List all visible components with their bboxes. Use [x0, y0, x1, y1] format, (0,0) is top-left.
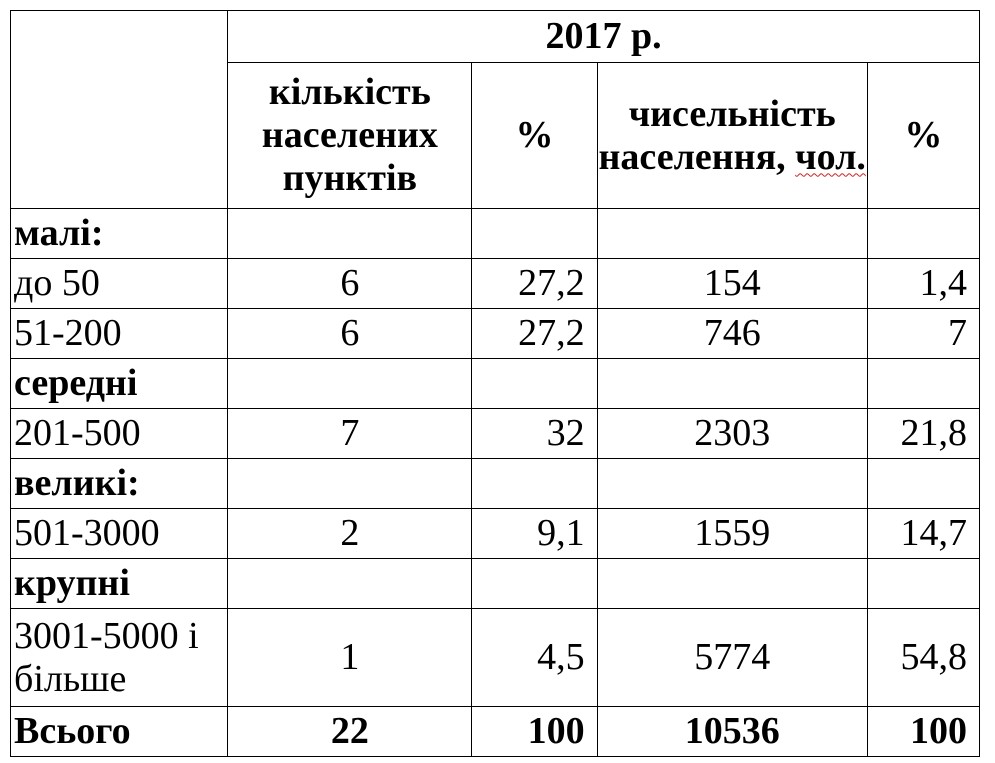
cell-count: 6 — [227, 258, 473, 309]
cell-count: 2 — [227, 508, 473, 559]
cell-population: 5774 — [596, 608, 868, 707]
table-row: малі: — [9, 208, 981, 259]
cell-population: 1559 — [596, 508, 868, 559]
table-row: великі: — [9, 458, 981, 509]
row-label: малі: — [9, 208, 229, 259]
cell-count — [227, 458, 473, 509]
cell-count: 6 — [227, 308, 473, 359]
table-row-total: Всього 22 100 10536 100 — [9, 706, 981, 757]
cell-population-pct: 1,4 — [866, 258, 981, 309]
cell-population — [596, 558, 868, 609]
cell-population-pct: 7 — [866, 308, 981, 359]
table-row: середні — [9, 358, 981, 409]
row-label: крупні — [9, 558, 229, 609]
header-empty-cell — [9, 10, 229, 209]
row-label: Всього — [9, 706, 229, 757]
header-count: кількість населених пунктів — [227, 62, 473, 209]
row-label: 201-500 — [9, 408, 229, 459]
cell-count-pct: 32 — [471, 408, 598, 459]
cell-population-pct — [866, 558, 981, 609]
table-row: 51-200 6 27,2 746 7 — [9, 308, 981, 359]
cell-population — [596, 458, 868, 509]
cell-population — [596, 358, 868, 409]
row-label: середні — [9, 358, 229, 409]
header-population: чисельність населення, чол. — [596, 62, 868, 209]
header-row-year: 2017 р. — [9, 10, 980, 209]
row-label: 51-200 — [9, 308, 229, 359]
header-population-unit: чол. — [795, 135, 866, 178]
table-row: крупні — [9, 558, 981, 609]
cell-population-pct: 14,7 — [866, 508, 981, 559]
table-row: до 50 6 27,2 154 1,4 — [9, 258, 981, 309]
cell-count-pct — [471, 558, 598, 609]
row-label: 3001-5000 і більше — [9, 608, 229, 707]
cell-population-pct — [866, 358, 981, 409]
cell-count — [227, 358, 473, 409]
cell-population: 746 — [596, 308, 868, 359]
cell-population-pct: 100 — [866, 706, 981, 757]
row-label: великі: — [9, 458, 229, 509]
cell-count — [227, 558, 473, 609]
table-row: 201-500 7 32 2303 21,8 — [9, 408, 981, 459]
cell-population — [596, 208, 868, 259]
cell-count: 1 — [227, 608, 473, 707]
cell-population-pct: 21,8 — [866, 408, 981, 459]
header-population-main: чисельність населення, — [598, 92, 836, 178]
table-row: 3001-5000 і більше 1 4,5 5774 54,8 — [9, 608, 981, 707]
table-row: 501-3000 2 9,1 1559 14,7 — [9, 508, 981, 559]
cell-population-pct: 54,8 — [866, 608, 981, 707]
cell-count-pct: 27,2 — [471, 308, 598, 359]
cell-count: 22 — [227, 706, 473, 757]
settlements-table: 2017 р. кількість населених пунктів % чи… — [9, 10, 981, 757]
header-population-pct: % — [866, 62, 981, 209]
cell-count-pct — [471, 208, 598, 259]
cell-count-pct: 100 — [471, 706, 598, 757]
cell-count-pct: 9,1 — [471, 508, 598, 559]
cell-population: 154 — [596, 258, 868, 309]
cell-count — [227, 208, 473, 259]
header-row-columns: кількість населених пунктів % чисельніст… — [11, 62, 981, 209]
header-count-pct: % — [471, 62, 598, 209]
cell-count-pct: 4,5 — [471, 608, 598, 707]
cell-population-pct — [866, 458, 981, 509]
cell-count: 7 — [227, 408, 473, 459]
cell-count-pct — [471, 358, 598, 409]
cell-count-pct — [471, 458, 598, 509]
year-header: 2017 р. — [227, 10, 980, 63]
row-label: до 50 — [9, 258, 229, 309]
cell-count-pct: 27,2 — [471, 258, 598, 309]
cell-population-pct — [866, 208, 981, 259]
cell-population: 2303 — [596, 408, 868, 459]
cell-population: 10536 — [596, 706, 868, 757]
row-label: 501-3000 — [9, 508, 229, 559]
